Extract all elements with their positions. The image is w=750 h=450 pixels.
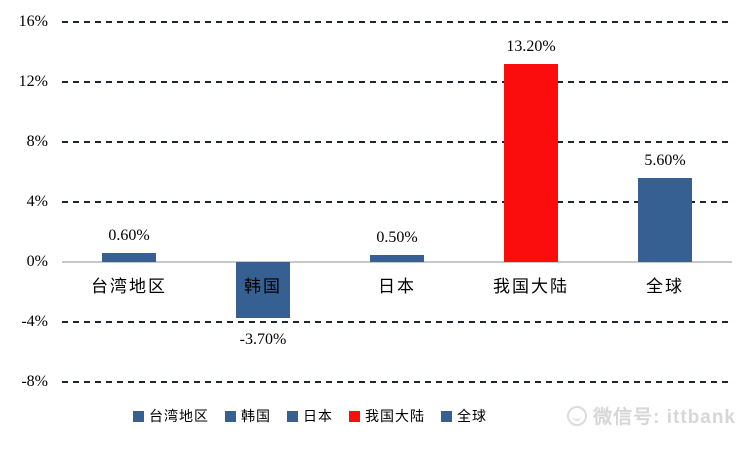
legend-swatch-icon	[441, 410, 452, 422]
legend-item-全球: 全球	[441, 406, 487, 426]
category-label-日本: 日本	[378, 277, 416, 296]
legend-label: 全球	[457, 410, 487, 425]
legend-label: 韩国	[241, 410, 271, 425]
bar-我国大陆	[504, 64, 558, 262]
gridline-8%	[62, 141, 732, 143]
legend-swatch-icon	[287, 410, 298, 422]
category-label-韩国: 韩国	[244, 277, 282, 296]
gridline-12%	[62, 81, 732, 83]
watermark-text: 微信号: ittbank	[593, 407, 736, 428]
y-tick-label: 0%	[26, 253, 48, 270]
bar-台湾地区	[102, 253, 156, 262]
legend-item-日本: 日本	[287, 406, 333, 426]
value-label-全球: 5.60%	[644, 152, 686, 169]
legend-item-韩国: 韩国	[225, 406, 271, 426]
value-label-我国大陆: 13.20%	[506, 38, 556, 55]
value-label-韩国: -3.70%	[239, 330, 287, 348]
value-label-台湾地区: 0.60%	[108, 227, 150, 244]
watermark-logo-icon	[567, 405, 588, 426]
legend: 台湾地区 韩国 日本 我国大陆 全球	[0, 406, 750, 426]
y-tick-label: 16%	[18, 13, 48, 30]
y-tick-label: -4%	[21, 313, 48, 330]
zero-axis-line	[62, 261, 732, 263]
y-tick-label: -8%	[21, 373, 48, 390]
y-tick-label: 12%	[18, 73, 48, 90]
legend-swatch-icon	[133, 410, 144, 422]
y-tick-label: 4%	[26, 193, 48, 210]
bar-韩国	[236, 262, 290, 318]
legend-label: 台湾地区	[149, 410, 209, 425]
legend-label: 我国大陆	[365, 410, 425, 425]
category-label-全球: 全球	[646, 277, 684, 296]
gridline--4%	[62, 321, 732, 323]
legend-swatch-icon	[225, 410, 236, 422]
category-label-台湾地区: 台湾地区	[91, 277, 167, 296]
legend-label: 日本	[303, 410, 333, 425]
bar-日本	[370, 254, 424, 262]
gridline-4%	[62, 201, 732, 203]
value-label-日本: 0.50%	[376, 228, 418, 246]
y-tick-label: 8%	[26, 133, 48, 150]
gridline-16%	[62, 21, 732, 23]
bar-全球	[638, 178, 692, 262]
legend-item-台湾地区: 台湾地区	[133, 406, 209, 426]
legend-swatch-icon	[349, 410, 360, 422]
category-label-我国大陆: 我国大陆	[493, 277, 569, 296]
gridline--8%	[62, 381, 732, 383]
watermark: 微信号: ittbank	[563, 402, 736, 429]
legend-item-我国大陆: 我国大陆	[349, 406, 425, 426]
